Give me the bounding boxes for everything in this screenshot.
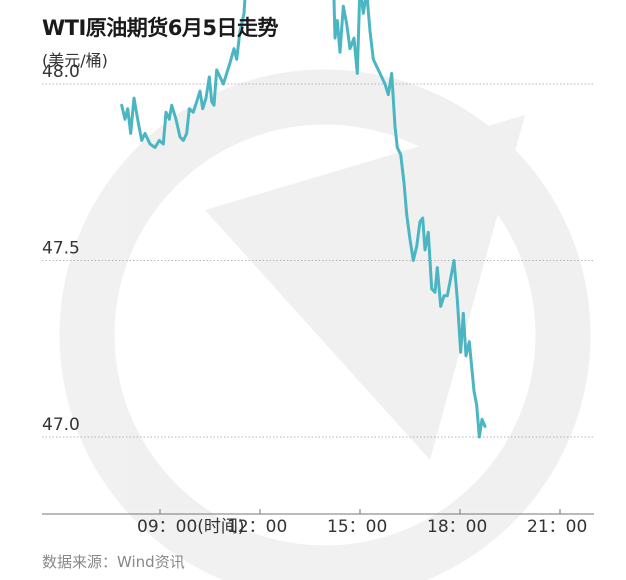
x-tick-marks [159,509,561,514]
x-tick-label: 12：00 [227,517,287,537]
series-line [120,0,487,439]
chart-title: WTI原油期货6月5日走势 [42,16,279,40]
x-tick-label: 15：00 [327,517,387,537]
y-tick-label: 47.0 [42,415,80,435]
grid-lines [42,83,594,438]
x-tick-label: 21：00 [527,517,587,537]
x-tick-label: 09：00(时间) [137,517,245,537]
watermark [59,69,591,580]
y-tick-label: 47.5 [42,239,80,259]
series-layer [120,0,487,439]
y-tick-label: 48.0 [42,62,80,82]
y-tick-labels: 49.048.548.047.547.0 [42,62,80,435]
x-tick-label: 18：00 [427,517,487,537]
x-tick-labels: 09：00(时间)12：00 15：00 18：00 21：00 [137,517,587,537]
source-note: 数据来源：Wind资讯 [42,553,185,571]
y-axis-unit-label: (美元/桶) [42,51,108,70]
